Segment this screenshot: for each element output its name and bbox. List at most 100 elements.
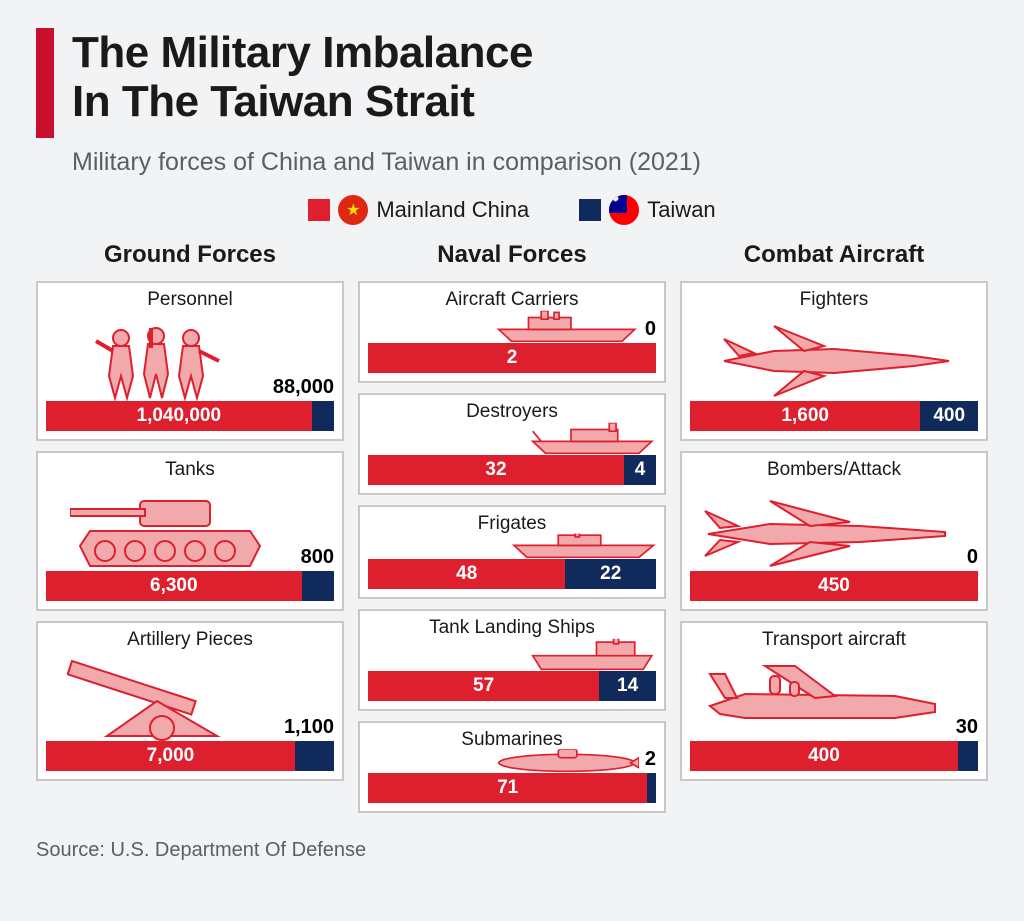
page-title: The Military Imbalance In The Taiwan Str… xyxy=(72,28,533,127)
source-text: Source: U.S. Department Of Defense xyxy=(36,839,988,862)
legend-label-china: Mainland China xyxy=(376,197,529,223)
comparison-bar: 7,000 xyxy=(46,741,334,771)
bar-segment-china: 57 xyxy=(368,671,599,701)
column-title: Naval Forces xyxy=(358,241,666,269)
bar-segment-taiwan xyxy=(958,741,978,771)
bar-segment-taiwan xyxy=(295,741,334,771)
bar-segment-taiwan xyxy=(302,571,334,601)
comparison-bar: 71 xyxy=(368,773,656,803)
comparison-bar: 4822 xyxy=(368,559,656,589)
comparison-bar: 2 xyxy=(368,343,656,373)
metric-card: Artillery Pieces 1,1007,000 xyxy=(36,621,344,781)
metric-card: Transport aircraft 30400 xyxy=(680,621,988,781)
comparison-bar: 400 xyxy=(690,741,978,771)
bar-segment-taiwan: 4 xyxy=(624,455,656,485)
card-label: Aircraft Carriers xyxy=(368,289,656,311)
bar-segment-china: 1,600 xyxy=(690,401,920,431)
metric-card: Aircraft Carriers 02 xyxy=(358,281,666,383)
card-top-row: Frigates xyxy=(368,513,656,559)
title-line-1: The Military Imbalance xyxy=(72,28,533,77)
metric-card: Destroyers 324 xyxy=(358,393,666,495)
bar-segment-taiwan xyxy=(647,773,656,803)
fighter-icon xyxy=(690,321,978,401)
destroyer-icon xyxy=(411,423,656,455)
taiwan-value: 1,100 xyxy=(284,716,334,739)
landing-icon xyxy=(411,639,656,671)
card-top-row: Transport aircraft 30 xyxy=(690,629,978,741)
card-top-row: Aircraft Carriers 0 xyxy=(368,289,656,343)
bar-segment-china: 1,040,000 xyxy=(46,401,312,431)
metric-card: Fighters 1,600400 xyxy=(680,281,988,441)
comparison-bar: 6,300 xyxy=(46,571,334,601)
card-label: Fighters xyxy=(690,289,978,311)
artillery-icon xyxy=(46,656,278,741)
taiwan-value: 30 xyxy=(956,716,978,739)
bar-segment-china: 7,000 xyxy=(46,741,295,771)
card-top-row: Submarines 2 xyxy=(368,729,656,773)
card-top-row: Destroyers xyxy=(368,401,656,455)
column: Naval ForcesAircraft Carriers 02Destroye… xyxy=(358,241,666,813)
card-label: Tanks xyxy=(46,459,334,481)
transport-icon xyxy=(690,656,950,741)
taiwan-value: 2 xyxy=(645,748,656,771)
comparison-bar: 450 xyxy=(690,571,978,601)
column-title: Ground Forces xyxy=(36,241,344,269)
bar-segment-china: 48 xyxy=(368,559,565,589)
comparison-bar: 324 xyxy=(368,455,656,485)
bomber-icon xyxy=(690,496,961,571)
column: Combat AircraftFighters 1,600400Bombers/… xyxy=(680,241,988,813)
carrier-icon xyxy=(409,311,639,343)
card-label: Bombers/Attack xyxy=(690,459,978,481)
title-accent-bar xyxy=(36,28,54,138)
card-label: Transport aircraft xyxy=(690,629,978,651)
flag-china-icon: ★ xyxy=(338,195,368,225)
tank-icon xyxy=(46,491,295,571)
metric-card: Personnel 88,0001,040,000 xyxy=(36,281,344,441)
bar-segment-taiwan: 14 xyxy=(599,671,656,701)
card-top-row: Tank Landing Ships xyxy=(368,617,656,671)
bar-segment-china: 400 xyxy=(690,741,958,771)
card-top-row: Artillery Pieces 1,100 xyxy=(46,629,334,741)
card-top-row: Tanks 800 xyxy=(46,459,334,571)
personnel-icon xyxy=(46,326,267,401)
metric-card: Tank Landing Ships 5714 xyxy=(358,609,666,711)
metric-card: Tanks 8006,300 xyxy=(36,451,344,611)
taiwan-value: 800 xyxy=(301,546,334,569)
card-top-row: Fighters xyxy=(690,289,978,401)
taiwan-value: 0 xyxy=(967,546,978,569)
bar-segment-taiwan: 400 xyxy=(920,401,978,431)
card-label: Personnel xyxy=(46,289,334,311)
bar-segment-china: 450 xyxy=(690,571,978,601)
card-label: Frigates xyxy=(368,513,656,535)
column: Ground ForcesPersonnel 88,0001,040,000Ta… xyxy=(36,241,344,813)
taiwan-value: 0 xyxy=(645,318,656,341)
legend-item-china: ★ Mainland China xyxy=(308,195,529,225)
legend-swatch-china xyxy=(308,199,330,221)
title-line-2: In The Taiwan Strait xyxy=(72,77,474,126)
card-top-row: Personnel 88,000 xyxy=(46,289,334,401)
comparison-bar: 1,040,000 xyxy=(46,401,334,431)
taiwan-value: 88,000 xyxy=(273,376,334,399)
card-label: Submarines xyxy=(368,729,656,751)
legend-item-taiwan: Taiwan xyxy=(579,195,715,225)
card-label: Tank Landing Ships xyxy=(368,617,656,639)
card-top-row: Bombers/Attack 0 xyxy=(690,459,978,571)
bar-segment-china: 6,300 xyxy=(46,571,302,601)
card-label: Destroyers xyxy=(368,401,656,423)
columns-container: Ground ForcesPersonnel 88,0001,040,000Ta… xyxy=(36,241,988,813)
legend: ★ Mainland China Taiwan xyxy=(36,195,988,225)
metric-card: Bombers/Attack 0450 xyxy=(680,451,988,611)
legend-swatch-taiwan xyxy=(579,199,601,221)
bar-segment-china: 2 xyxy=(368,343,656,373)
flag-taiwan-icon xyxy=(609,195,639,225)
legend-label-taiwan: Taiwan xyxy=(647,197,715,223)
comparison-bar: 1,600400 xyxy=(690,401,978,431)
metric-card: Submarines 271 xyxy=(358,721,666,813)
submarine-icon xyxy=(409,749,639,773)
bar-segment-taiwan xyxy=(312,401,334,431)
page-subtitle: Military forces of China and Taiwan in c… xyxy=(72,148,988,177)
bar-segment-china: 71 xyxy=(368,773,647,803)
bar-segment-taiwan: 22 xyxy=(565,559,656,589)
column-title: Combat Aircraft xyxy=(680,241,988,269)
card-label: Artillery Pieces xyxy=(46,629,334,651)
